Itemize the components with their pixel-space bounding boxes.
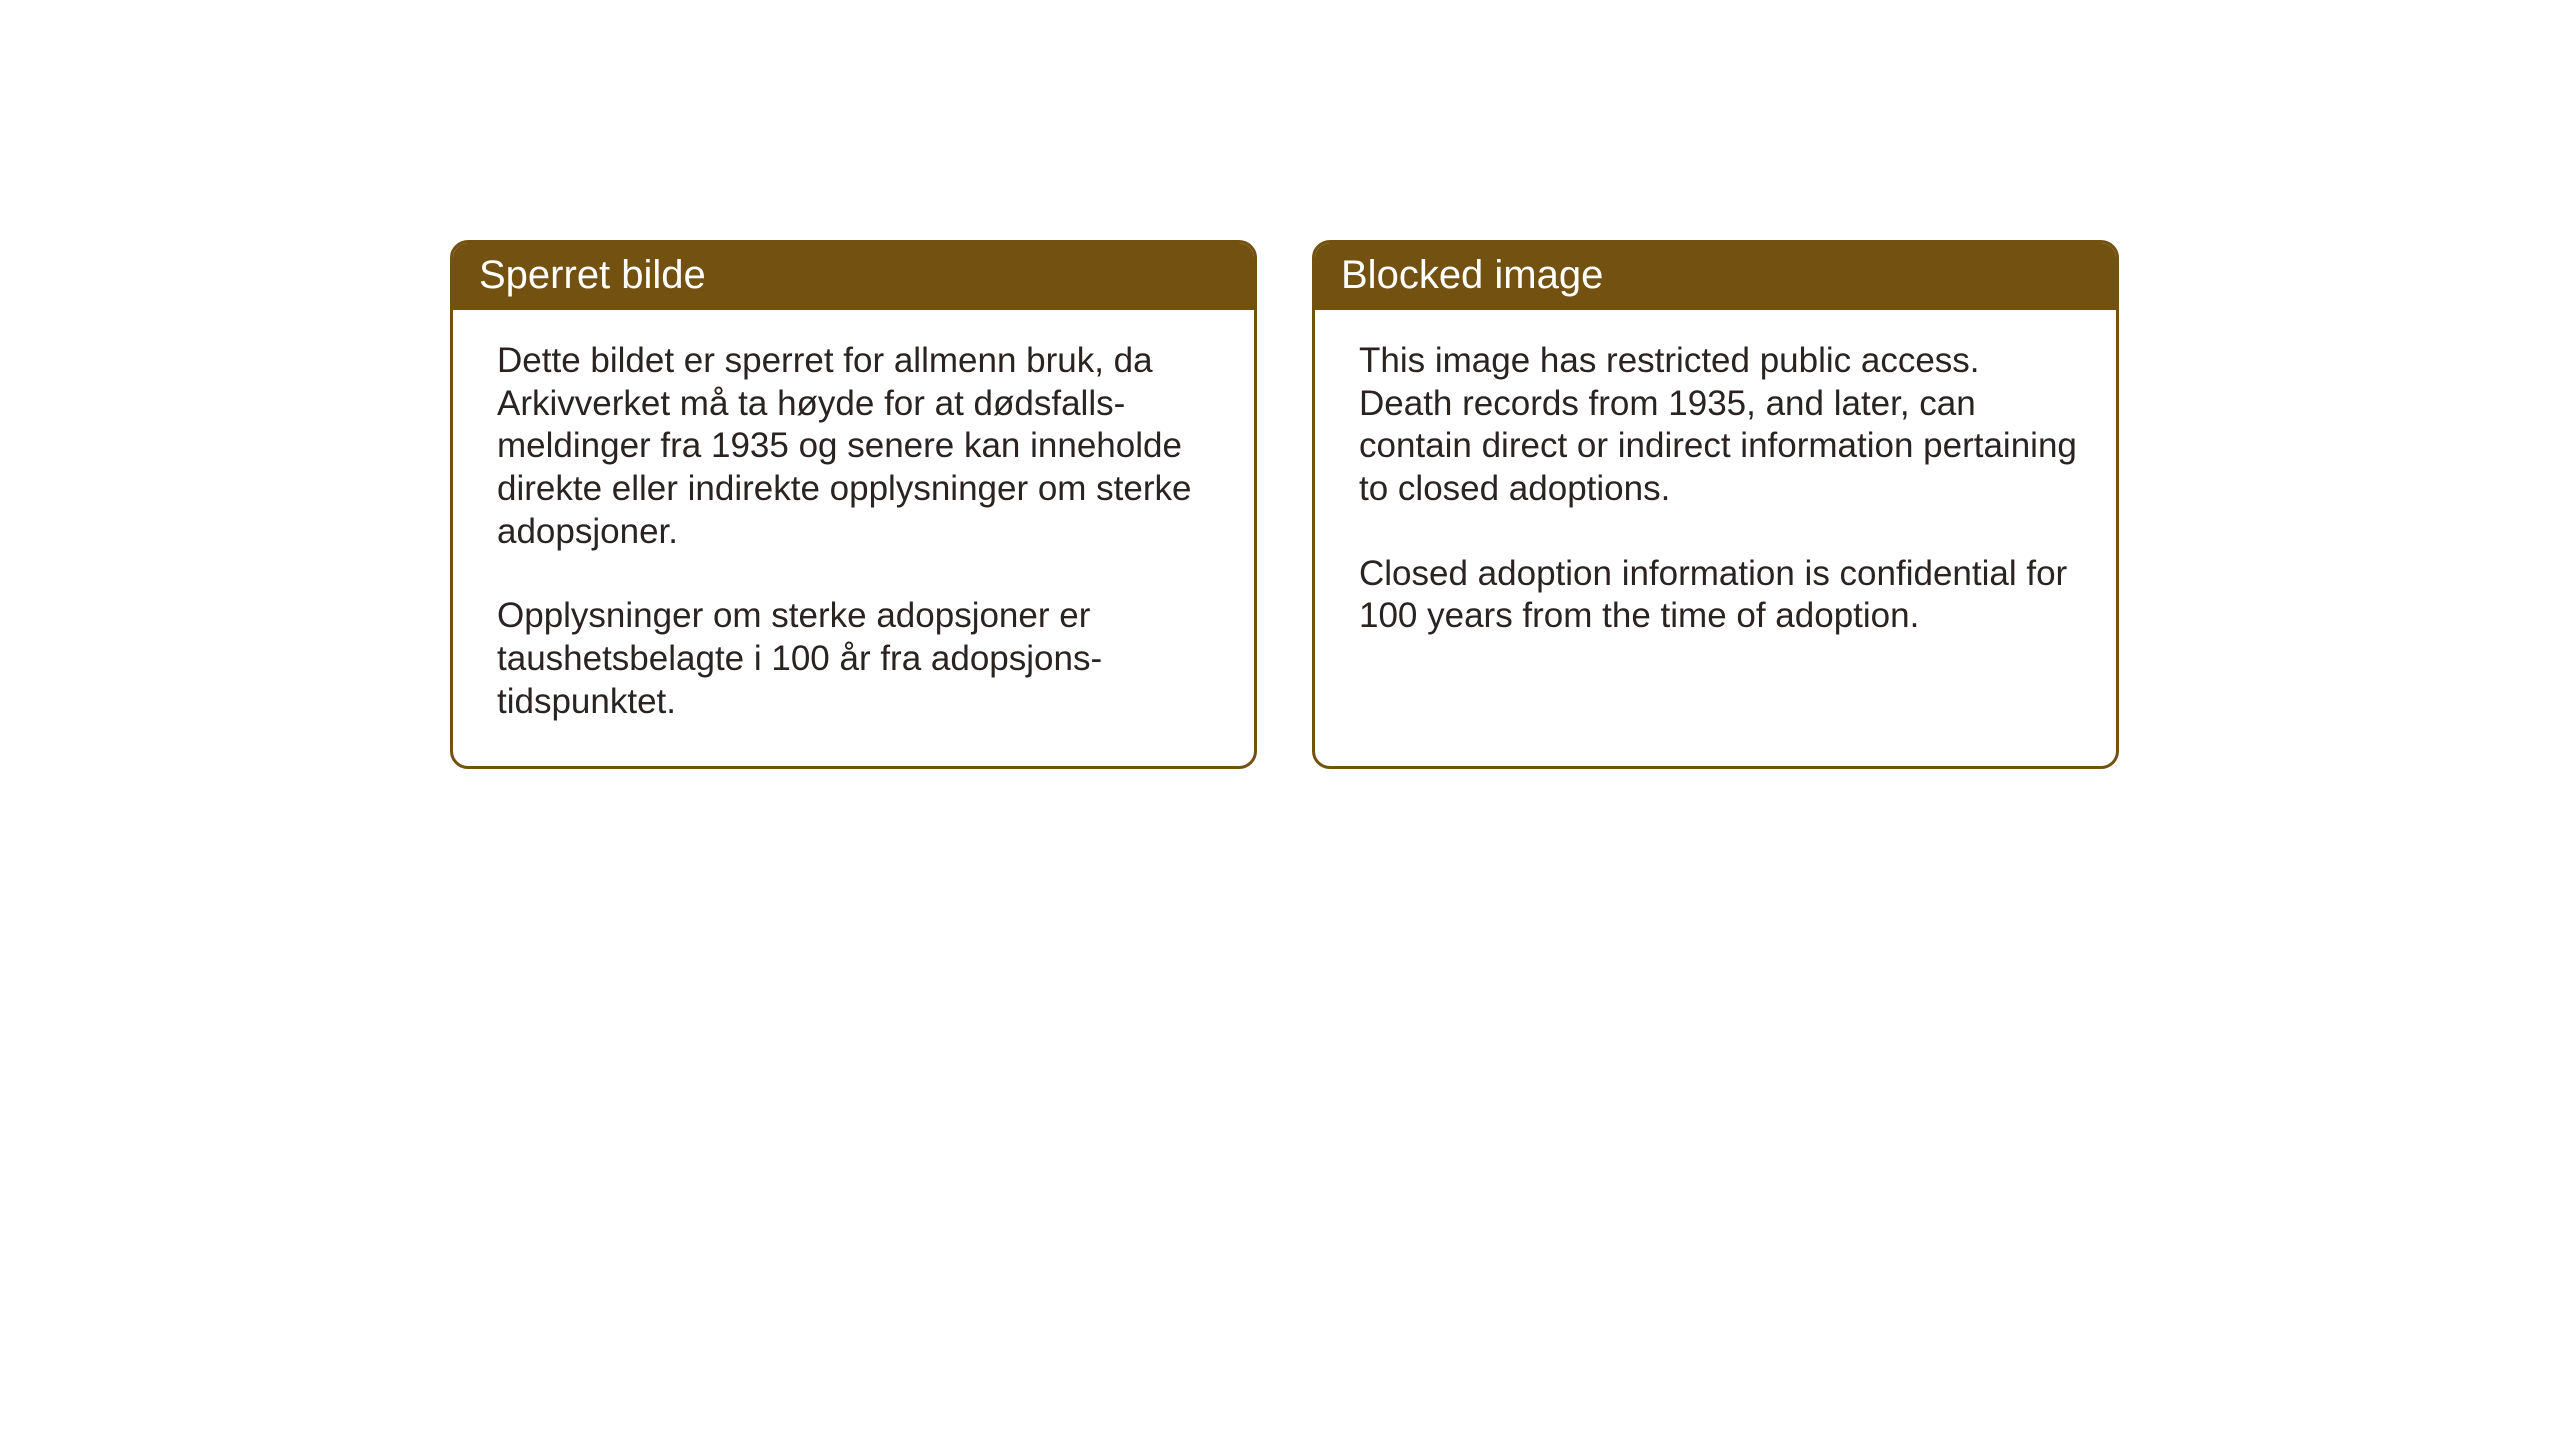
norwegian-notice-card: Sperret bilde Dette bildet er sperret fo… <box>450 240 1257 769</box>
norwegian-paragraph-1: Dette bildet er sperret for allmenn bruk… <box>497 340 1216 553</box>
norwegian-notice-header: Sperret bilde <box>453 243 1254 310</box>
english-paragraph-2: Closed adoption information is confident… <box>1359 553 2078 638</box>
english-notice-header: Blocked image <box>1315 243 2116 310</box>
english-notice-card: Blocked image This image has restricted … <box>1312 240 2119 769</box>
english-notice-body: This image has restricted public access.… <box>1315 310 2116 680</box>
notice-container: Sperret bilde Dette bildet er sperret fo… <box>450 240 2119 769</box>
norwegian-notice-body: Dette bildet er sperret for allmenn bruk… <box>453 310 1254 766</box>
english-paragraph-1: This image has restricted public access.… <box>1359 340 2078 511</box>
norwegian-paragraph-2: Opplysninger om sterke adopsjoner er tau… <box>497 595 1216 723</box>
